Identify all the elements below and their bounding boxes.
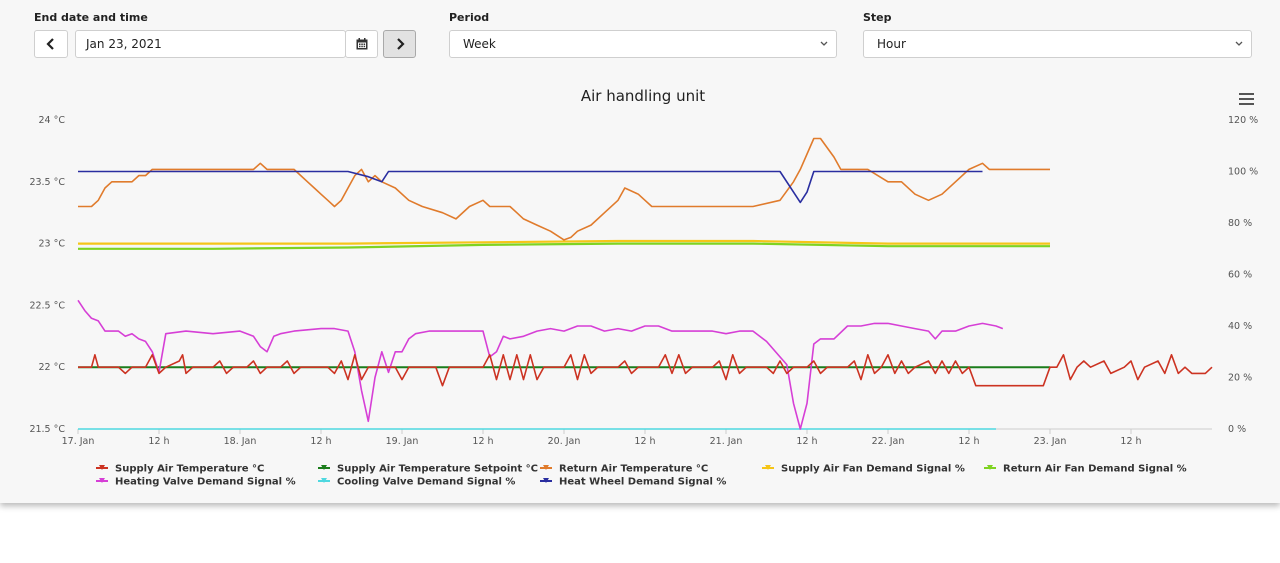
chevron-left-icon	[46, 38, 54, 50]
legend-marker	[765, 465, 771, 470]
legend-marker	[321, 478, 327, 483]
legend-item[interactable]: Heat Wheel Demand Signal %	[540, 477, 726, 488]
y-left-tick-label: 23 °C	[39, 239, 66, 250]
legend-label: Supply Air Temperature Setpoint °C	[337, 464, 538, 475]
x-tick-label: 17. Jan	[62, 436, 95, 447]
series-line	[78, 239, 1050, 245]
legend-marker	[987, 465, 993, 470]
legend-marker	[543, 465, 549, 470]
calendar-icon	[356, 38, 367, 50]
y-right-tick-label: 80 %	[1228, 218, 1252, 229]
series-line	[78, 170, 983, 204]
chevron-down-icon	[1235, 41, 1243, 46]
y-right-tick-label: 100 %	[1228, 167, 1258, 178]
y-left-tick-label: 24 °C	[39, 115, 66, 126]
period-select[interactable]: Week	[449, 30, 837, 58]
legend-marker	[321, 465, 327, 470]
chart-menu-icon[interactable]	[1239, 93, 1254, 105]
y-right-tick-label: 60 %	[1228, 270, 1252, 281]
step-label: Step	[863, 11, 892, 24]
chevron-down-icon	[820, 41, 828, 46]
x-tick-label: 23. Jan	[1034, 436, 1067, 447]
x-tick-label: 22. Jan	[872, 436, 905, 447]
chart: Air handling unit 17. Jan 12 h 18. Jan 12 h…	[29, 87, 1258, 488]
legend-item[interactable]: Return Air Fan Demand Signal %	[984, 464, 1187, 475]
y-right-tick-label: 0 %	[1228, 424, 1246, 435]
legend-item[interactable]: Supply Air Temperature °C	[96, 464, 264, 475]
series-line	[78, 137, 1050, 241]
legend-item[interactable]: Supply Air Fan Demand Signal %	[762, 464, 965, 475]
legend-marker	[99, 465, 105, 470]
legend-label: Heating Valve Demand Signal %	[115, 477, 296, 488]
y-right-tick-label: 40 %	[1228, 321, 1252, 332]
legend-marker	[99, 478, 105, 483]
next-date-button[interactable]	[383, 30, 416, 58]
x-tick-label: 12 h	[796, 436, 817, 447]
x-tick-label: 12 h	[472, 436, 493, 447]
x-tick-label: 12 h	[148, 436, 169, 447]
legend-label: Cooling Valve Demand Signal %	[337, 477, 515, 488]
legend-marker	[543, 478, 549, 483]
end-date-label: End date and time	[34, 11, 148, 24]
y-right-tick-label: 120 %	[1228, 115, 1258, 126]
x-tick-label: 12 h	[1120, 436, 1141, 447]
legend-label: Return Air Temperature °C	[559, 464, 708, 475]
legend-item[interactable]: Return Air Temperature °C	[540, 464, 708, 475]
y-left-tick-label: 23.5 °C	[29, 177, 65, 188]
x-tick-label: 19. Jan	[386, 436, 419, 447]
series-line	[78, 242, 1050, 250]
period-select-value: Week	[463, 37, 496, 51]
legend-label: Supply Air Fan Demand Signal %	[781, 464, 965, 475]
x-tick-label: 12 h	[958, 436, 979, 447]
calendar-button[interactable]	[345, 30, 378, 58]
prev-date-button[interactable]	[34, 30, 68, 58]
series-line	[78, 354, 1213, 387]
y-right-tick-label: 20 %	[1228, 373, 1252, 384]
chart-title: Air handling unit	[581, 87, 705, 105]
step-select[interactable]: Hour	[863, 30, 1252, 58]
legend-label: Heat Wheel Demand Signal %	[559, 477, 726, 488]
x-tick-label: 21. Jan	[710, 436, 743, 447]
x-tick-label: 12 h	[634, 436, 655, 447]
legend-item[interactable]: Heating Valve Demand Signal %	[96, 477, 296, 488]
legend-item[interactable]: Cooling Valve Demand Signal %	[318, 477, 515, 488]
legend-label: Return Air Fan Demand Signal %	[1003, 464, 1187, 475]
x-tick-label: 12 h	[310, 436, 331, 447]
x-tick-label: 18. Jan	[224, 436, 257, 447]
y-left-tick-label: 22 °C	[39, 362, 66, 373]
y-left-tick-label: 22.5 °C	[29, 300, 65, 311]
period-label: Period	[449, 11, 490, 24]
series-line	[77, 299, 1004, 430]
control-panel: End date and time Period Step Jan 23, 20…	[29, 11, 1259, 488]
step-select-value: Hour	[877, 37, 906, 51]
x-tick-label: 20. Jan	[548, 436, 581, 447]
chevron-right-icon	[396, 38, 405, 50]
legend-label: Supply Air Temperature °C	[115, 464, 264, 475]
legend-item[interactable]: Supply Air Temperature Setpoint °C	[318, 464, 538, 475]
y-left-tick-label: 21.5 °C	[29, 424, 65, 435]
